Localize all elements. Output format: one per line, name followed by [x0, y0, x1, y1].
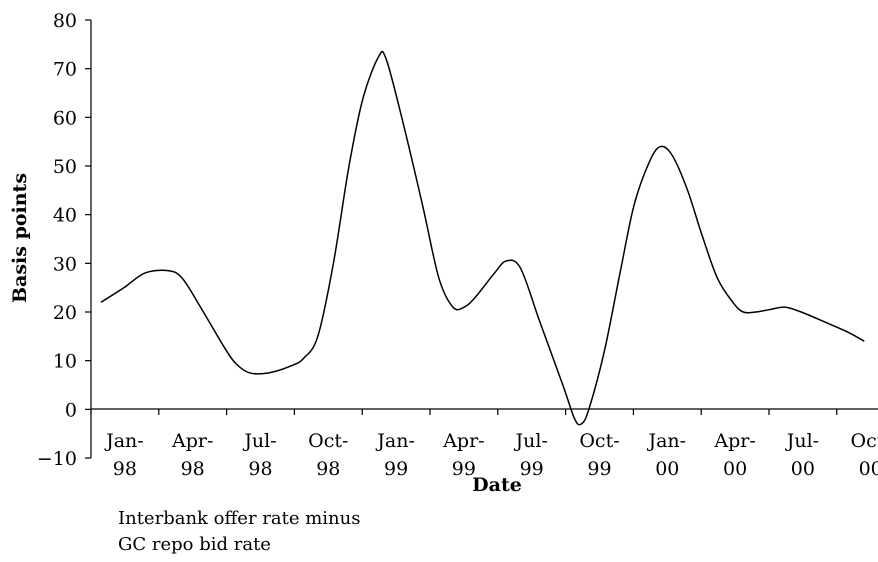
y-axis-title: Basis points	[9, 173, 31, 303]
y-tick-label: 70	[53, 59, 77, 81]
x-tick-label: Apr-98	[171, 430, 213, 480]
x-tick-label: Jul-00	[785, 430, 819, 480]
series-note-line-1: Interbank offer rate minus	[118, 508, 361, 529]
x-tick-label: Jan-98	[104, 430, 144, 480]
y-axis: −10 0 10 20 30 40 50 60 70 80	[37, 10, 92, 470]
x-tick-label: Jan-00	[646, 430, 686, 480]
x-tick-label: Jul-98	[242, 430, 276, 480]
x-axis: Jan-98 Apr-98 Jul-98 Oct-98 Jan-99 Apr-99 Jul-…	[90, 408, 878, 480]
series-layer	[100, 50, 865, 426]
series-note-line-2: GC repo bid rate	[118, 534, 271, 555]
y-tick-label: 20	[53, 302, 77, 324]
x-axis-title: Date	[472, 474, 522, 496]
series-note: Interbank offer rate minus GC repo bid r…	[118, 506, 360, 558]
x-tick-label: Jan-99	[375, 430, 415, 480]
y-tick-label: 50	[53, 156, 77, 178]
y-tick-label: 40	[53, 205, 77, 227]
x-tick-label: Oct-98	[308, 430, 348, 480]
x-tick-label: Oct-00	[851, 430, 878, 480]
y-tick-label: −10	[37, 448, 77, 470]
x-tick-label: Apr-99	[442, 430, 484, 480]
series-line	[100, 50, 865, 426]
y-tick-label: 30	[53, 253, 77, 275]
x-tick-label: Apr-00	[713, 430, 755, 480]
y-tick-label: 80	[53, 10, 77, 32]
y-tick-label: 10	[53, 351, 77, 373]
x-tick-label: Jul-99	[514, 430, 548, 480]
x-tick-label: Oct-99	[579, 430, 619, 480]
y-tick-label: 60	[53, 107, 77, 129]
y-tick-label: 0	[65, 399, 77, 421]
